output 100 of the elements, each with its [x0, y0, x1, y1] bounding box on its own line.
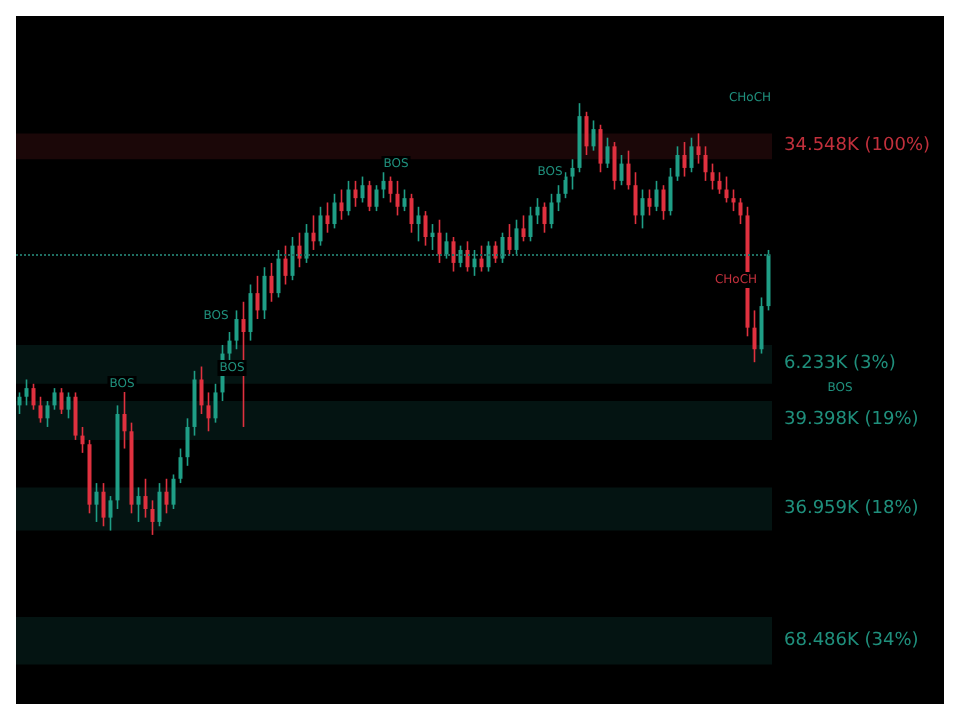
candlestick [591, 119, 596, 152]
candlestick [206, 391, 211, 433]
candlestick [605, 136, 610, 169]
candlestick [325, 201, 330, 234]
candlestick [360, 175, 365, 204]
candlestick [675, 145, 680, 182]
candlestick [570, 158, 575, 191]
candlestick [451, 236, 456, 273]
candlestick [633, 171, 638, 225]
candlestick [437, 218, 442, 264]
candlestick [402, 188, 407, 212]
candlestick [416, 205, 421, 243]
candlestick [276, 249, 281, 299]
candlestick [717, 171, 722, 195]
candlestick [626, 149, 631, 191]
candlestick [542, 201, 547, 234]
candlestick [612, 141, 617, 191]
candlestick [122, 387, 127, 450]
candlestick [395, 180, 400, 217]
candlestick [213, 382, 218, 424]
candlestick [143, 477, 148, 519]
candlestick [598, 123, 603, 174]
candlestick [535, 197, 540, 225]
candlestick [479, 244, 484, 273]
candlestick [465, 240, 470, 273]
candlestick [136, 486, 141, 523]
candlestick [647, 188, 652, 217]
candlestick [521, 214, 526, 243]
candlestick [45, 400, 50, 428]
candlestick [682, 141, 687, 178]
candlestick [255, 275, 260, 320]
candlestick [381, 171, 386, 199]
candlestick [472, 249, 477, 277]
candlestick [738, 197, 743, 225]
candlestick [339, 188, 344, 221]
candlestick [248, 283, 253, 342]
candlestick [703, 145, 708, 182]
candlestick [227, 331, 232, 364]
candlestick [297, 231, 302, 269]
candlestick [584, 111, 589, 156]
candlestick [24, 378, 29, 407]
candlestick [262, 266, 267, 320]
candlestick [759, 296, 764, 355]
candlestick [164, 477, 169, 515]
candlestick [724, 175, 729, 204]
candlestick [80, 426, 85, 454]
candlestick [311, 214, 316, 251]
candlestick [444, 231, 449, 260]
candlestick [731, 188, 736, 212]
candlestick [528, 205, 533, 243]
candlestick [556, 184, 561, 212]
candlestick [59, 387, 64, 415]
candlestick [388, 175, 393, 204]
candlestick [696, 132, 701, 165]
band-label: 36.959K (18%) [784, 498, 919, 519]
candlestick [73, 391, 78, 441]
candlestick [52, 387, 57, 411]
candlestick [269, 262, 274, 303]
candlestick [353, 180, 358, 208]
candlestick [752, 309, 757, 364]
candlestick [430, 223, 435, 251]
candlestick [661, 184, 666, 221]
candlestick [283, 244, 288, 286]
candlestick [640, 188, 645, 230]
candlestick [185, 417, 190, 467]
candlestick [423, 210, 428, 247]
candlestick [290, 236, 295, 281]
candlestick [668, 167, 673, 217]
candlestick [549, 193, 554, 230]
candlestick [563, 171, 568, 199]
candlestick [17, 391, 22, 415]
candlestick [66, 391, 71, 420]
band-label: 6.233K (3%) [784, 354, 896, 375]
candlestick [94, 482, 99, 523]
candlestick [619, 154, 624, 186]
candlestick [101, 482, 106, 528]
candlestick [150, 499, 155, 536]
candlestick [192, 370, 197, 437]
candlestick [304, 223, 309, 264]
candlestick [318, 205, 323, 247]
candlestick [199, 365, 204, 415]
band-label: 34.548K (100%) [784, 136, 931, 157]
candlestick [108, 495, 113, 532]
candlestick [486, 240, 491, 273]
candlestick [157, 482, 162, 528]
band-label: 68.486K (34%) [784, 630, 919, 651]
candlestick [346, 180, 351, 217]
candlestick [38, 395, 43, 424]
candlestick [374, 184, 379, 212]
candlestick [493, 240, 498, 264]
candlestick [689, 136, 694, 174]
candlestick [507, 223, 512, 256]
candlestick [234, 309, 239, 351]
candlestick [710, 162, 715, 191]
candlestick [458, 244, 463, 269]
candlestick [31, 382, 36, 411]
candlestick [409, 193, 414, 234]
candlestick [178, 447, 183, 484]
candlestick [500, 231, 505, 264]
candlestick [171, 473, 176, 510]
